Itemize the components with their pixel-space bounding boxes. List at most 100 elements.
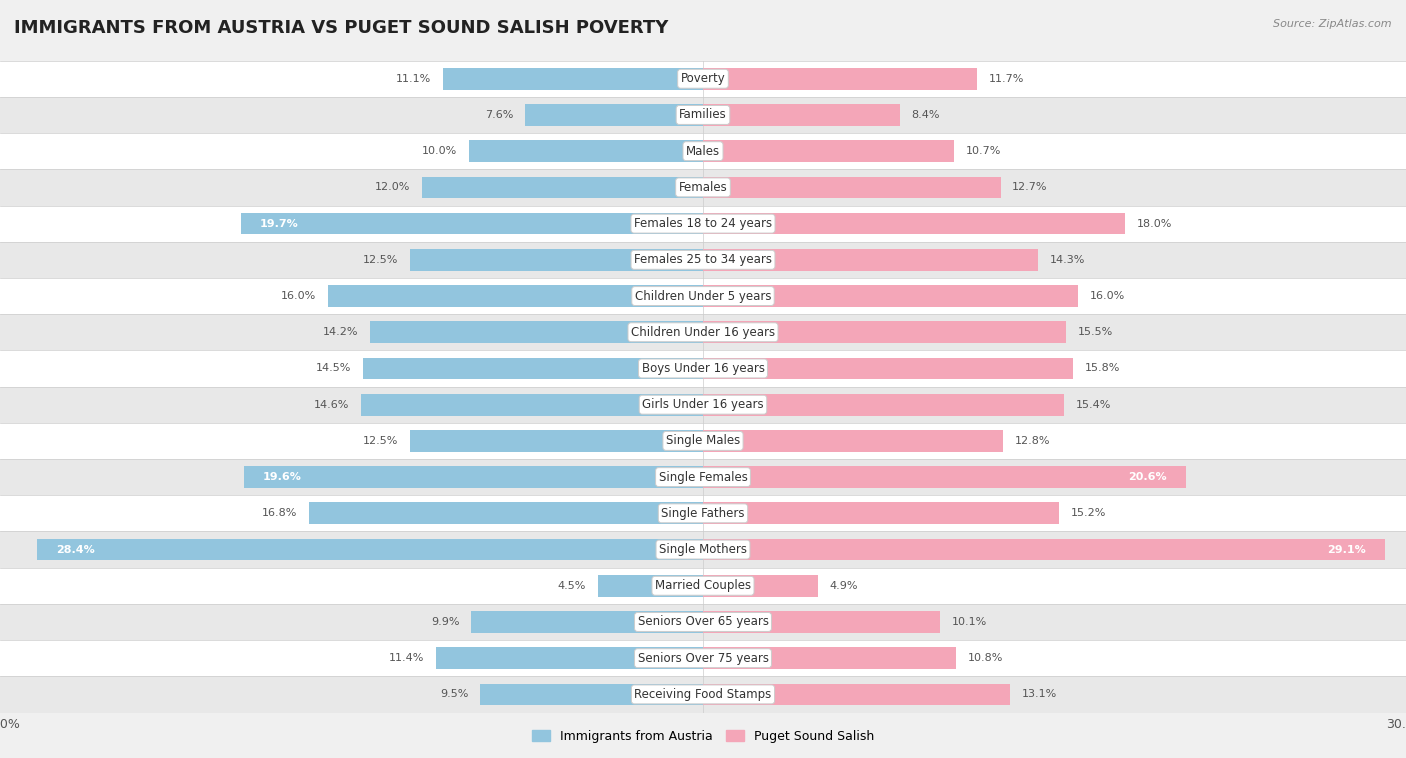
Text: 10.0%: 10.0%: [422, 146, 457, 156]
Bar: [38, 539, 703, 560]
Text: 20.6%: 20.6%: [1129, 472, 1167, 482]
Bar: [468, 140, 703, 162]
Text: Children Under 5 years: Children Under 5 years: [634, 290, 772, 302]
Text: 9.9%: 9.9%: [430, 617, 460, 627]
Bar: [703, 177, 1001, 199]
Bar: [703, 539, 1385, 560]
Bar: [703, 249, 1038, 271]
Bar: [411, 249, 703, 271]
Bar: [0, 495, 1406, 531]
Bar: [0, 133, 1406, 169]
Text: 8.4%: 8.4%: [911, 110, 941, 120]
Text: 9.5%: 9.5%: [440, 690, 468, 700]
Text: 4.9%: 4.9%: [830, 581, 858, 590]
Bar: [0, 278, 1406, 314]
Text: 13.1%: 13.1%: [1022, 690, 1057, 700]
Bar: [0, 97, 1406, 133]
Text: 18.0%: 18.0%: [1136, 218, 1171, 229]
Bar: [0, 604, 1406, 640]
Text: 12.0%: 12.0%: [375, 183, 411, 193]
Text: Single Females: Single Females: [658, 471, 748, 484]
Text: Poverty: Poverty: [681, 72, 725, 85]
Text: Males: Males: [686, 145, 720, 158]
Text: 16.0%: 16.0%: [1090, 291, 1125, 301]
Text: Families: Families: [679, 108, 727, 121]
Text: Married Couples: Married Couples: [655, 579, 751, 592]
Bar: [703, 611, 939, 633]
Text: Receiving Food Stamps: Receiving Food Stamps: [634, 688, 772, 701]
Bar: [328, 285, 703, 307]
Bar: [598, 575, 703, 597]
Text: 7.6%: 7.6%: [485, 110, 513, 120]
Bar: [703, 140, 953, 162]
Text: 12.5%: 12.5%: [363, 255, 398, 265]
Bar: [703, 321, 1066, 343]
Bar: [703, 285, 1078, 307]
Text: 14.3%: 14.3%: [1050, 255, 1085, 265]
Bar: [361, 394, 703, 415]
Text: 11.4%: 11.4%: [389, 653, 425, 663]
Text: 4.5%: 4.5%: [557, 581, 586, 590]
Bar: [703, 466, 1185, 488]
Text: 10.1%: 10.1%: [952, 617, 987, 627]
Text: Seniors Over 75 years: Seniors Over 75 years: [637, 652, 769, 665]
Bar: [471, 611, 703, 633]
Text: Females 25 to 34 years: Females 25 to 34 years: [634, 253, 772, 266]
Text: 12.7%: 12.7%: [1012, 183, 1047, 193]
Bar: [703, 394, 1064, 415]
Text: 15.4%: 15.4%: [1076, 399, 1111, 409]
Bar: [0, 568, 1406, 604]
Text: 15.5%: 15.5%: [1078, 327, 1114, 337]
Bar: [0, 676, 1406, 713]
Bar: [703, 358, 1073, 379]
Text: IMMIGRANTS FROM AUSTRIA VS PUGET SOUND SALISH POVERTY: IMMIGRANTS FROM AUSTRIA VS PUGET SOUND S…: [14, 19, 668, 37]
Bar: [524, 104, 703, 126]
Text: 12.5%: 12.5%: [363, 436, 398, 446]
Bar: [0, 640, 1406, 676]
Bar: [703, 503, 1059, 525]
Text: 19.7%: 19.7%: [260, 218, 299, 229]
Text: 19.6%: 19.6%: [263, 472, 301, 482]
Bar: [703, 430, 1002, 452]
Text: 14.5%: 14.5%: [316, 364, 352, 374]
Bar: [703, 575, 818, 597]
Bar: [309, 503, 703, 525]
Text: 16.8%: 16.8%: [263, 509, 298, 518]
Text: Boys Under 16 years: Boys Under 16 years: [641, 362, 765, 375]
Text: Seniors Over 65 years: Seniors Over 65 years: [637, 615, 769, 628]
Bar: [0, 314, 1406, 350]
Bar: [363, 358, 703, 379]
Bar: [422, 177, 703, 199]
Text: 15.2%: 15.2%: [1071, 509, 1107, 518]
Bar: [703, 104, 900, 126]
Bar: [703, 647, 956, 669]
Bar: [0, 387, 1406, 423]
Bar: [411, 430, 703, 452]
Text: 28.4%: 28.4%: [56, 544, 96, 555]
Text: Girls Under 16 years: Girls Under 16 years: [643, 398, 763, 411]
Text: Children Under 16 years: Children Under 16 years: [631, 326, 775, 339]
Text: Females 18 to 24 years: Females 18 to 24 years: [634, 217, 772, 230]
Text: 10.8%: 10.8%: [967, 653, 1002, 663]
Bar: [481, 684, 703, 705]
Legend: Immigrants from Austria, Puget Sound Salish: Immigrants from Austria, Puget Sound Sal…: [526, 725, 880, 748]
Text: 11.1%: 11.1%: [396, 74, 432, 83]
Text: 15.8%: 15.8%: [1085, 364, 1121, 374]
Text: 14.6%: 14.6%: [314, 399, 349, 409]
Text: Females: Females: [679, 181, 727, 194]
Text: 29.1%: 29.1%: [1327, 544, 1367, 555]
Text: Single Mothers: Single Mothers: [659, 543, 747, 556]
Bar: [0, 350, 1406, 387]
Bar: [443, 68, 703, 89]
Text: 14.2%: 14.2%: [323, 327, 359, 337]
Text: Source: ZipAtlas.com: Source: ZipAtlas.com: [1274, 19, 1392, 29]
Text: Single Fathers: Single Fathers: [661, 507, 745, 520]
Bar: [703, 213, 1125, 234]
Text: 16.0%: 16.0%: [281, 291, 316, 301]
Bar: [243, 466, 703, 488]
Bar: [0, 423, 1406, 459]
Text: Single Males: Single Males: [666, 434, 740, 447]
Bar: [0, 459, 1406, 495]
Bar: [370, 321, 703, 343]
Bar: [0, 205, 1406, 242]
